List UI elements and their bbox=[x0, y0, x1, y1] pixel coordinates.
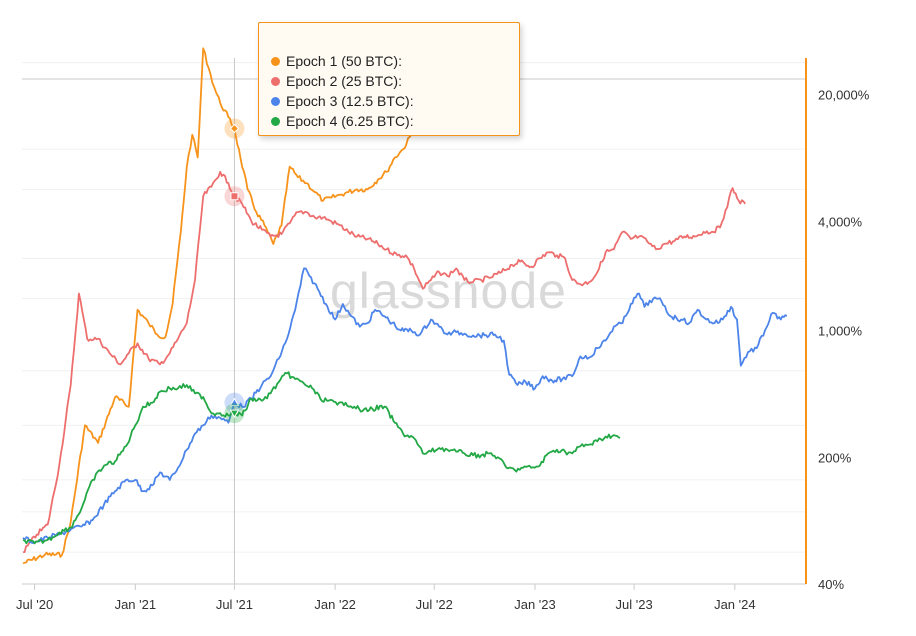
tooltip-label-epoch-1: Epoch 1 (50 BTC) bbox=[286, 53, 399, 69]
series-line-epoch-2 bbox=[23, 170, 746, 553]
y-tick-label: 40% bbox=[818, 577, 844, 592]
x-tick-label: Jan '21 bbox=[115, 597, 157, 612]
legend-dot-epoch-4 bbox=[271, 116, 280, 126]
y-axis-ticks: 40% 200% 1,000% 4,000% 20,000% bbox=[818, 88, 870, 592]
x-tick-label: Jan '24 bbox=[714, 597, 756, 612]
y-tick-label: 20,000% bbox=[818, 88, 870, 103]
grid-lines bbox=[22, 62, 806, 553]
x-tick-label: Jul '20 bbox=[16, 597, 53, 612]
hover-marker-epoch-3 bbox=[229, 397, 240, 407]
x-tick-label: Jan '23 bbox=[514, 597, 556, 612]
hover-markers bbox=[224, 118, 245, 424]
tooltip-label-epoch-4: Epoch 4 (6.25 BTC) bbox=[286, 113, 410, 129]
legend-dot-epoch-1 bbox=[271, 56, 280, 66]
tooltip-label-epoch-3: Epoch 3 (12.5 BTC) bbox=[286, 93, 410, 109]
watermark: glassnode bbox=[330, 263, 567, 319]
y-tick-label: 200% bbox=[818, 450, 852, 465]
tooltip-row-epoch-1: Epoch 1 (50 BTC): bbox=[259, 51, 519, 71]
tooltip-row-epoch-3: Epoch 3 (12.5 BTC): bbox=[259, 91, 519, 111]
y-tick-label: 4,000% bbox=[818, 214, 863, 229]
tooltip-label-epoch-2: Epoch 2 (25 BTC) bbox=[286, 73, 399, 89]
hover-marker-epoch-4 bbox=[229, 409, 240, 419]
hover-marker-epoch-1 bbox=[229, 123, 240, 134]
tooltip-row-epoch-2: Epoch 2 (25 BTC): bbox=[259, 71, 519, 91]
tooltip-row-epoch-4: Epoch 4 (6.25 BTC): bbox=[259, 111, 519, 131]
x-tick-label: Jul '21 bbox=[216, 597, 253, 612]
series-line-epoch-4 bbox=[22, 371, 621, 545]
series-line-epoch-3 bbox=[22, 267, 788, 544]
x-tick-label: Jan '22 bbox=[314, 597, 356, 612]
hover-marker-epoch-2 bbox=[230, 192, 239, 201]
y-tick-label: 1,000% bbox=[818, 324, 863, 339]
legend-dot-epoch-3 bbox=[271, 96, 280, 106]
x-tick-label: Jul '23 bbox=[616, 597, 653, 612]
x-axis-ticks: Jul '20 Jan '21 Jul '21 Jan '22 Jul '22 Jan '… bbox=[16, 584, 756, 612]
hover-tooltip: Epoch 1 (50 BTC): Epoch 2 (25 BTC): Epoc… bbox=[258, 22, 520, 136]
x-tick-label: Jul '22 bbox=[416, 597, 453, 612]
axes bbox=[22, 58, 807, 585]
legend-dot-epoch-2 bbox=[271, 76, 280, 86]
